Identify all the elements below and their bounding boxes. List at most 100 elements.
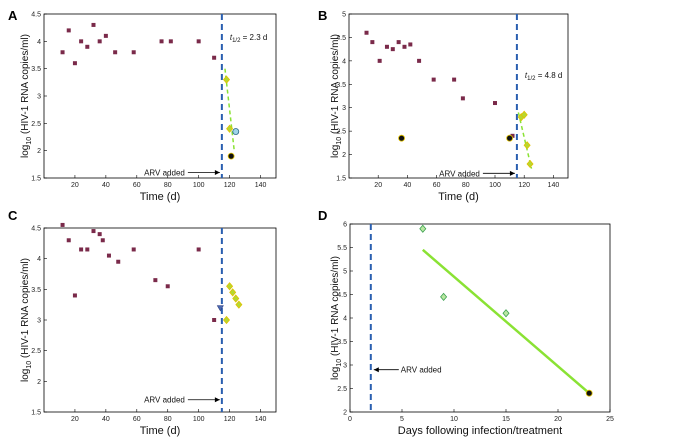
x-tick-label: 100 — [193, 416, 205, 423]
x-tick-label: 15 — [502, 416, 510, 423]
data-point-square — [85, 247, 90, 252]
fit-line — [421, 248, 591, 395]
data-point-diamond — [526, 159, 534, 169]
x-axis-label: Time (d) — [140, 191, 181, 203]
data-point-square — [79, 247, 84, 252]
data-point-square — [377, 58, 382, 63]
panel-d: 0 5 10 15 20 25 2 2.5 3 3.5 4 4.5 5 5.5 6 D Days followi… — [318, 208, 614, 437]
y-tick-label: 1.5 — [31, 410, 41, 417]
data-point-diamond — [226, 282, 234, 291]
x-tick-label: 100 — [193, 182, 205, 189]
data-point-square — [72, 293, 77, 298]
x-tick-label: 0 — [348, 416, 352, 423]
x-tick-label: 20 — [374, 182, 382, 189]
x-tick-label: 140 — [255, 182, 267, 189]
data-point-square — [452, 77, 457, 82]
y-tick-label: 3.5 — [31, 66, 41, 73]
x-tick-label: 80 — [462, 182, 470, 189]
y-axis-label: log10 (HIV-1 RNA copies/ml) — [330, 34, 343, 158]
plot-frame — [349, 223, 611, 413]
data-point-square — [100, 238, 105, 243]
x-axis-label: Time (d) — [438, 191, 479, 203]
y-tick-label: 4.5 — [337, 292, 347, 299]
data-point-square — [431, 77, 436, 82]
arrow-head — [509, 170, 515, 176]
data-point-diamond — [502, 309, 510, 318]
data-point-diamond — [226, 124, 234, 133]
data-point-diamond — [222, 75, 231, 84]
data-point-diamond — [440, 292, 448, 301]
data-point-diamond — [520, 110, 528, 119]
x-tick-label: 40 — [404, 182, 412, 189]
x-tick-label: 20 — [71, 416, 79, 423]
y-tick-label: 6 — [343, 222, 347, 229]
x-tick-label: 5 — [400, 416, 404, 423]
y-tick-label: 2 — [342, 152, 346, 159]
x-tick-label: 120 — [224, 182, 236, 189]
arv-added-label: ARV added — [439, 169, 480, 178]
panel-letter: C — [8, 208, 18, 223]
data-point-square — [417, 58, 422, 63]
x-tick-label: 40 — [102, 416, 110, 423]
data-point-square — [85, 44, 90, 49]
data-point-square — [79, 39, 84, 44]
x-tick-label: 80 — [164, 416, 172, 423]
data-point-circle — [398, 134, 405, 142]
data-point-square — [460, 96, 465, 101]
data-point-square — [60, 50, 65, 55]
x-tick-label: 100 — [489, 182, 501, 189]
x-tick-label: 20 — [554, 416, 562, 423]
y-tick-label: 4 — [37, 39, 41, 46]
data-point-square — [66, 28, 71, 33]
y-tick-label: 2.5 — [337, 386, 347, 393]
y-tick-label: 3.5 — [31, 287, 41, 294]
x-tick-label: 10 — [450, 416, 458, 423]
data-point-square — [97, 39, 102, 44]
data-point-square — [91, 229, 96, 234]
y-tick-label: 4.5 — [336, 35, 346, 42]
data-point-square — [72, 61, 77, 66]
data-point-square — [408, 42, 413, 47]
panel-b: 20 40 60 80 100 120 140 1.5 2 2.5 3 3.5 4 4.5 5 B Time (… — [318, 8, 569, 203]
y-axis-label: log10 (HIV-1 RNA copies/ml) — [330, 256, 343, 380]
data-point-square — [116, 259, 121, 264]
data-point-square — [153, 278, 158, 283]
y-axis-label: log10 (HIV-1 RNA copies/ml) — [20, 258, 33, 382]
data-point-diamond — [232, 294, 240, 303]
y-tick-label: 2 — [343, 410, 347, 417]
data-point-diamond — [523, 141, 531, 150]
x-axis-label: Days following infection/treatment — [398, 425, 562, 437]
y-tick-label: 1.5 — [31, 176, 41, 183]
y-tick-label: 3 — [37, 318, 41, 325]
arrow-head — [214, 397, 220, 403]
y-axis-label: log10 (HIV-1 RNA copies/ml) — [20, 34, 33, 158]
data-point-square — [384, 44, 389, 49]
data-point-square — [91, 22, 96, 27]
plot-frame — [348, 13, 569, 179]
data-point-circle — [232, 128, 240, 135]
x-tick-label: 40 — [102, 182, 110, 189]
data-point-square — [106, 253, 111, 258]
panel-letter: A — [8, 8, 18, 23]
data-point-square — [212, 318, 217, 322]
x-axis-label: Time (d) — [140, 425, 181, 437]
data-point-square — [165, 284, 170, 289]
data-point-circle — [227, 152, 235, 160]
data-point-square — [196, 247, 201, 252]
arv-added-label: ARV added — [144, 396, 185, 405]
data-point-square — [493, 101, 497, 106]
y-tick-label: 5.5 — [337, 245, 347, 252]
y-tick-label: 3.5 — [337, 339, 347, 346]
y-tick-label: 4.5 — [31, 12, 41, 19]
data-point-square — [103, 33, 108, 38]
y-tick-label: 3 — [343, 363, 347, 370]
y-tick-label: 5 — [343, 269, 347, 276]
x-tick-label: 25 — [606, 416, 614, 423]
x-tick-label: 140 — [548, 182, 560, 189]
panel-letter: D — [318, 208, 327, 223]
y-tick-label: 4 — [342, 58, 346, 65]
y-tick-label: 2 — [37, 148, 41, 155]
y-tick-label: 2 — [37, 379, 41, 386]
x-tick-label: 20 — [71, 182, 79, 189]
arrow-head — [373, 367, 379, 373]
